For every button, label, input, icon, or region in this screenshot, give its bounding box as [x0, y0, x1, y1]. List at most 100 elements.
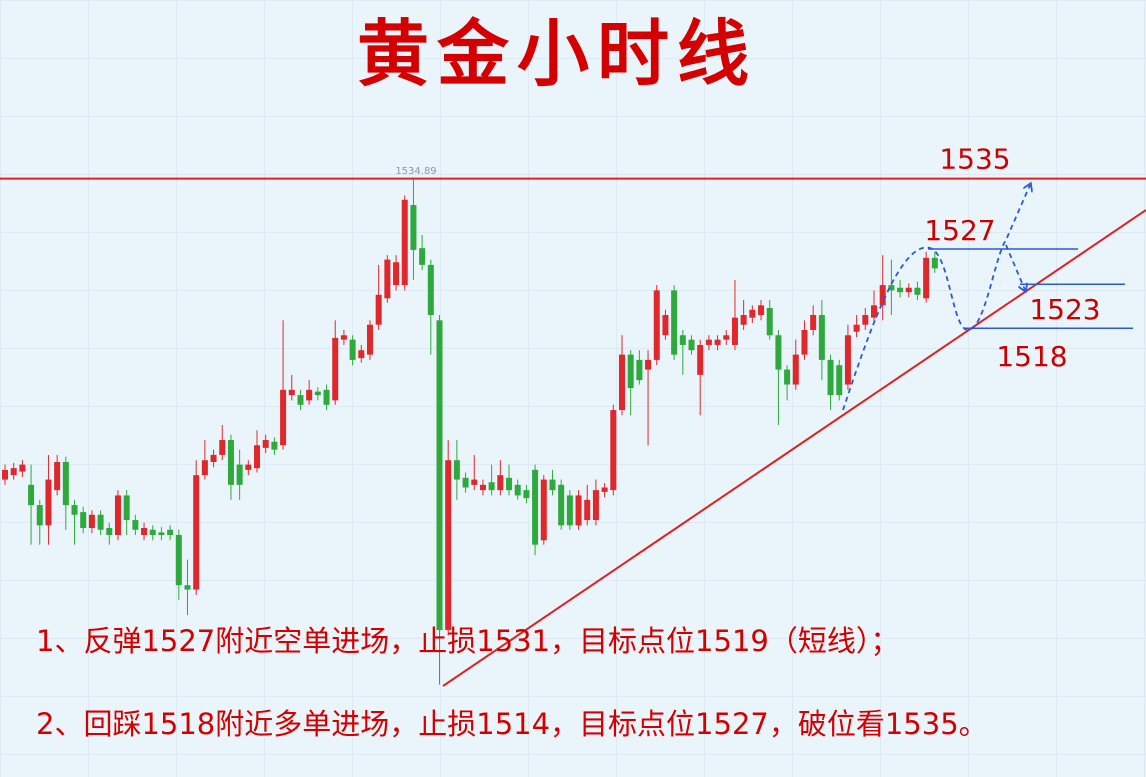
candle-body [384, 259, 391, 299]
candle-body [332, 337, 339, 401]
candle-body [592, 490, 599, 521]
candle-body [132, 520, 139, 530]
candle-body [62, 461, 69, 506]
candle-body [566, 495, 573, 526]
candle-body [923, 257, 930, 299]
candle-body [905, 287, 912, 293]
forecast-branch [1005, 244, 1025, 290]
candle-body [375, 294, 382, 325]
candle-body [306, 389, 313, 401]
candle-body [645, 359, 652, 370]
candle-body [114, 495, 121, 536]
candle-body [45, 479, 52, 526]
candle-body [897, 287, 904, 293]
candle-body [914, 287, 921, 295]
candle-body [775, 335, 782, 370]
candle-body [427, 264, 434, 316]
candle-body [262, 439, 269, 448]
candle-body [879, 285, 886, 306]
candle-body [193, 475, 200, 590]
candle-body [662, 315, 669, 336]
candle-body [288, 389, 295, 396]
level-label: 1523 [1029, 293, 1100, 326]
candle-body [653, 290, 660, 360]
candle-body [862, 315, 869, 325]
candle-body [245, 464, 252, 470]
candle-body [453, 460, 460, 480]
candle-body [462, 477, 469, 488]
candle-body [705, 339, 712, 345]
candle-body [445, 460, 452, 631]
candle-body [393, 262, 400, 286]
trend-line [442, 209, 1146, 687]
candle-body [471, 479, 478, 485]
candle-body [88, 514, 95, 528]
candle-body [54, 461, 61, 491]
candle-body [844, 335, 851, 385]
candle-body [697, 344, 704, 375]
candle-body [323, 389, 330, 405]
candle-body [497, 475, 504, 491]
candle-body [349, 339, 356, 360]
candle-body [792, 354, 799, 385]
candle-body [723, 335, 730, 340]
candle-body [627, 354, 634, 389]
forecast-path [842, 185, 1030, 411]
candle-body [688, 339, 695, 351]
candle-body [532, 469, 539, 545]
candle-body [731, 317, 738, 345]
candle-body [836, 365, 843, 396]
candle-body [97, 514, 104, 530]
plot-area [2, 179, 938, 685]
candle-body [636, 359, 643, 381]
candle-body [523, 490, 530, 499]
candle-body [314, 391, 321, 396]
candle-body [123, 495, 130, 521]
chart-title: 黄金小时线 [357, 11, 757, 96]
candle-body [219, 439, 226, 455]
peak-label: 1534.89 [395, 166, 436, 177]
candle-body [149, 529, 156, 536]
candle-body [227, 439, 234, 485]
candle-body [141, 527, 148, 536]
candle-body [19, 464, 26, 472]
candle-body [514, 484, 521, 496]
candle-body [671, 290, 678, 355]
candle-body [601, 487, 608, 492]
note: 2、回踩1518附近多单进场，止损1514，目标点位1527，破位看1535。 [36, 707, 988, 741]
candle-body [888, 285, 895, 291]
candle-body [749, 309, 756, 318]
candle-body [10, 468, 17, 476]
candle-body [818, 315, 825, 360]
candle-body [236, 464, 243, 485]
candle-body [575, 495, 582, 526]
candle-body [184, 585, 191, 590]
candle-body [479, 484, 486, 491]
candle-body [366, 324, 373, 355]
candle-body [558, 484, 565, 526]
level-label: 1535 [939, 143, 1010, 176]
candle-body [931, 257, 938, 269]
candle-body [36, 505, 43, 526]
candle-body [297, 395, 304, 405]
candle-body [210, 454, 217, 462]
candle-body [419, 248, 426, 265]
candle-body [758, 305, 765, 316]
note: 1、反弹1527附近空单进场，止损1531，目标点位1519（短线）； [36, 624, 899, 658]
candle-body [271, 441, 278, 450]
candle-body [28, 484, 35, 506]
candle-body [401, 199, 408, 286]
candle-body [618, 354, 625, 411]
candle-body [488, 482, 495, 491]
candle-body [167, 529, 174, 536]
candle-body [714, 339, 721, 345]
candle-body [801, 329, 808, 355]
candle-body [175, 535, 182, 586]
candle-body [540, 479, 547, 541]
candle-body [827, 359, 834, 396]
candle-body [158, 532, 165, 536]
level-label: 1527 [924, 214, 995, 247]
candle-body [201, 460, 208, 476]
level-label: 1518 [996, 340, 1067, 373]
